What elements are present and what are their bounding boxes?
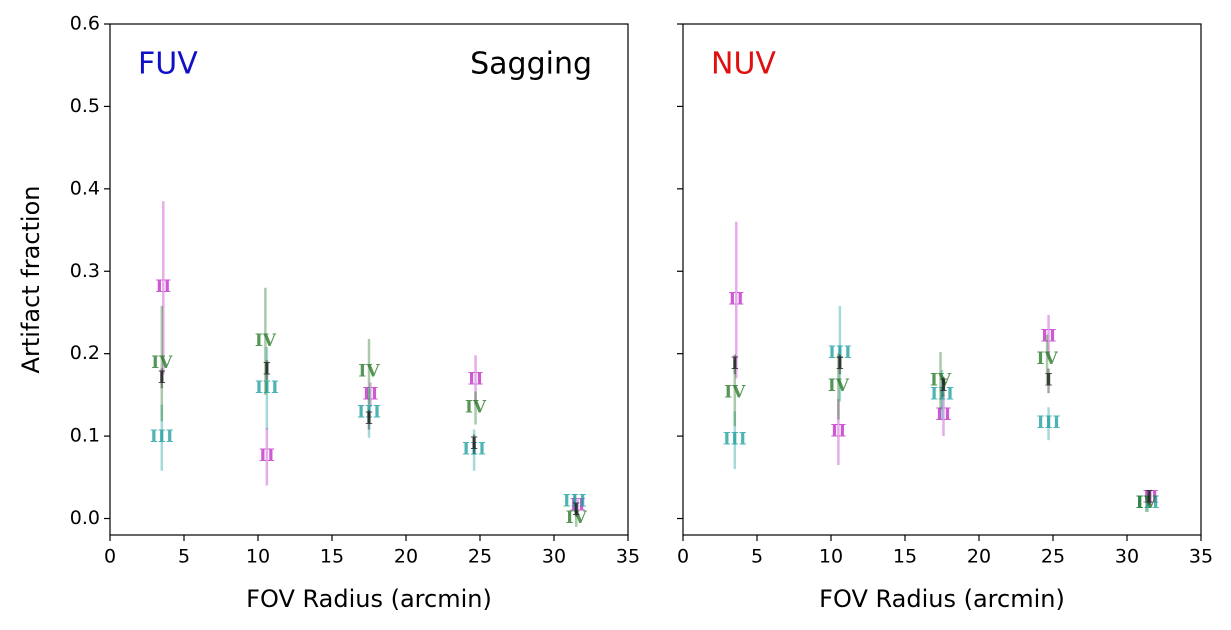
marker: III — [1037, 413, 1061, 433]
y-tick-label: 0.2 — [70, 342, 100, 364]
x-tick-label: 15 — [320, 546, 344, 568]
marker: I — [940, 376, 948, 396]
x-tick-label: 15 — [893, 546, 917, 568]
marker: IV — [358, 361, 380, 381]
marker: I — [572, 500, 580, 520]
marker: II — [570, 496, 586, 516]
y-tick-label: 0.6 — [70, 13, 100, 35]
panel-label: Sagging — [470, 47, 592, 82]
marker: II — [155, 277, 171, 297]
panel-label: FUV — [138, 47, 198, 82]
x-tick-label: 5 — [751, 546, 763, 568]
y-tick-label: 0.0 — [70, 507, 100, 529]
marker: IV — [1136, 493, 1158, 513]
marker: III — [462, 440, 486, 460]
x-tick-label: 0 — [104, 546, 116, 568]
x-tick-label: 5 — [178, 546, 190, 568]
panel-label: NUV — [711, 47, 776, 82]
marker: I — [1145, 487, 1153, 507]
x-tick-label: 25 — [468, 546, 492, 568]
y-tick-label: 0.4 — [70, 177, 100, 199]
x-axis-label: FOV Radius (arcmin) — [819, 585, 1065, 613]
marker: III — [255, 378, 279, 398]
y-axis-label: Artifact fraction — [17, 186, 45, 374]
marker: IV — [255, 331, 277, 351]
marker: III — [150, 427, 174, 447]
marker: III — [930, 384, 954, 404]
marker: III — [723, 430, 747, 450]
x-tick-label: 30 — [1115, 546, 1139, 568]
marker: IV — [566, 508, 588, 528]
x-tick-label: 0 — [677, 546, 689, 568]
marker: II — [1041, 327, 1057, 347]
marker: I — [836, 354, 844, 374]
x-tick-label: 35 — [1189, 546, 1213, 568]
marker: I — [263, 360, 271, 380]
marker: IV — [724, 383, 746, 403]
x-tick-label: 30 — [542, 546, 566, 568]
plot-frame — [682, 23, 1202, 536]
y-tick-label: 0.3 — [70, 260, 100, 282]
marker: III — [563, 492, 587, 512]
x-axis-label: FOV Radius (arcmin) — [246, 585, 492, 613]
marker: II — [728, 290, 744, 310]
marker: II — [259, 446, 275, 466]
marker: IV — [151, 353, 173, 373]
marker: I — [1045, 370, 1053, 390]
marker: II — [936, 405, 952, 425]
marker: IV — [930, 370, 952, 390]
marker: IV — [465, 398, 487, 418]
marker: IV — [1037, 349, 1059, 369]
panel: 0 5 10 15 20 25 30 35 0.0 0.1 0.2 0.3 0.4 0.5 0.6 FOV R… — [17, 13, 640, 614]
marker: III — [357, 403, 381, 423]
marker: I — [470, 434, 478, 454]
marker: IV — [828, 376, 850, 396]
marker: I — [365, 409, 373, 429]
x-tick-label: 10 — [819, 546, 843, 568]
y-tick-label: 0.5 — [70, 95, 100, 117]
marker: II — [468, 370, 484, 390]
marker: II — [1143, 487, 1159, 507]
x-tick-label: 35 — [616, 546, 640, 568]
x-tick-label: 10 — [246, 546, 270, 568]
marker: III — [828, 343, 852, 363]
marker: II — [830, 421, 846, 441]
marker: II — [363, 384, 379, 404]
x-tick-label: 25 — [1041, 546, 1065, 568]
plot-frame — [109, 23, 629, 536]
x-tick-label: 20 — [967, 546, 991, 568]
marker: I — [158, 368, 166, 388]
x-tick-label: 20 — [394, 546, 418, 568]
y-tick-label: 0.1 — [70, 425, 100, 447]
marker: I — [731, 354, 739, 374]
marker: III — [1136, 493, 1160, 513]
